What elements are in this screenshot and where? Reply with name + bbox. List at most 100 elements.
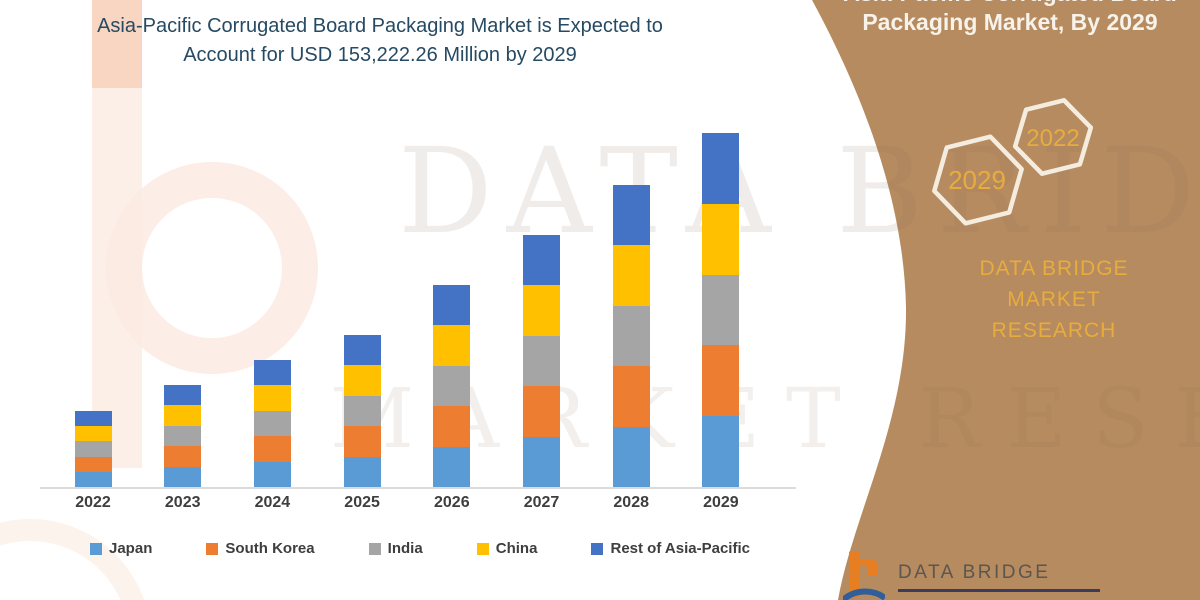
- segment-india: [702, 274, 740, 346]
- corner-arc: [0, 519, 145, 600]
- segment-india: [523, 335, 560, 387]
- x-axis-label-2025: 2025: [344, 494, 380, 511]
- segment-south-korea: [433, 406, 471, 447]
- footer-underline: [898, 589, 1100, 592]
- stacked-bar-2027: [523, 235, 560, 487]
- segment-japan: [343, 456, 381, 487]
- legend-item-japan: Japan: [90, 540, 152, 557]
- x-axis-label-2023: 2023: [164, 494, 201, 511]
- segment-china: [523, 285, 560, 336]
- legend-swatch-south-korea: [206, 542, 219, 555]
- segment-south-korea: [74, 456, 112, 472]
- footer-logo: DATA BRIDGE: [843, 551, 1100, 600]
- brand-text-line2: RESEARCH: [991, 319, 1117, 342]
- footer-brand-name: DATA BRIDGE: [898, 562, 1051, 583]
- right-heading-line1: Asia-Pacific Corrugated Board: [840, 0, 1180, 8]
- segment-china: [164, 405, 202, 426]
- x-axis-label-2028: 2028: [613, 494, 649, 511]
- stacked-bar-2023: [164, 385, 202, 487]
- legend-label: China: [495, 540, 538, 557]
- x-axis-label-2027: 2027: [523, 494, 560, 511]
- segment-japan: [253, 461, 291, 487]
- legend-item-china: China: [476, 540, 538, 557]
- hexagon-back-label: 2022: [1026, 125, 1079, 152]
- segment-south-korea: [343, 426, 381, 457]
- segment-south-korea: [523, 386, 560, 437]
- legend-item-rest-of-asia-pacific: Rest of Asia-Pacific: [591, 540, 750, 557]
- legend-item-south-korea: South Korea: [206, 540, 315, 557]
- logo-blue-swoosh: [843, 588, 885, 600]
- stacked-bar-2026: [433, 285, 471, 487]
- legend-swatch-india: [368, 542, 381, 555]
- segment-south-korea: [253, 436, 291, 462]
- stacked-bar-2025: [343, 335, 381, 487]
- segment-rest-of-asia-pacific: [253, 360, 291, 386]
- x-axis-line: [40, 487, 796, 489]
- segment-china: [343, 365, 381, 396]
- data-bridge-logo-icon: [843, 551, 885, 600]
- segment-rest-of-asia-pacific: [702, 133, 740, 204]
- x-axis-label-2022: 2022: [75, 494, 111, 511]
- x-axis-label-2026: 2026: [434, 494, 470, 511]
- segment-india: [74, 441, 112, 457]
- segment-china: [74, 426, 112, 442]
- segment-japan: [164, 466, 202, 487]
- page-title-line1: Asia-Pacific Corrugated Board Packaging …: [97, 15, 663, 37]
- segment-india: [253, 410, 291, 437]
- segment-india: [164, 425, 202, 447]
- segment-india: [612, 305, 650, 367]
- brand-text-line1: DATA BRIDGE MARKET: [979, 257, 1129, 311]
- chart-legend: Japan South Korea India China Rest of As…: [90, 540, 750, 557]
- legend-label: India: [387, 540, 423, 557]
- legend-item-india: India: [368, 540, 423, 557]
- legend-swatch-china: [476, 542, 489, 555]
- segment-rest-of-asia-pacific: [612, 185, 650, 246]
- segment-japan: [523, 436, 560, 487]
- segment-south-korea: [164, 446, 202, 467]
- segment-rest-of-asia-pacific: [164, 385, 202, 406]
- segment-rest-of-asia-pacific: [343, 335, 381, 366]
- segment-china: [612, 245, 650, 306]
- legend-label: Japan: [109, 540, 153, 557]
- x-axis-label-2029: 2029: [703, 494, 739, 511]
- right-heading-line2: Packaging Market, By 2029: [862, 9, 1158, 35]
- legend-label: South Korea: [225, 540, 315, 557]
- segment-rest-of-asia-pacific: [433, 285, 471, 326]
- legend-label: Rest of Asia-Pacific: [610, 540, 750, 557]
- segment-japan: [702, 416, 740, 487]
- stacked-bar-2024: [253, 360, 291, 487]
- logo-b-hook: [859, 559, 877, 576]
- segment-japan: [433, 446, 471, 487]
- segment-india: [433, 365, 471, 407]
- segment-south-korea: [702, 345, 740, 417]
- segment-china: [253, 385, 291, 411]
- segment-rest-of-asia-pacific: [74, 411, 112, 427]
- hexagon-front-outline: [932, 134, 1024, 226]
- brand-text: DATA BRIDGE MARKET RESEARCH: [930, 253, 1178, 346]
- stacked-bar-2029: [702, 133, 740, 487]
- page-title-line2: Account for USD 153,222.26 Million by 20…: [183, 44, 577, 66]
- segment-japan: [74, 471, 112, 487]
- hexagon-back-outline: [1012, 98, 1094, 176]
- logo-b-stem: [849, 551, 859, 597]
- segment-china: [702, 203, 740, 275]
- segment-japan: [612, 426, 650, 487]
- right-panel-heading: Asia-Pacific Corrugated Board Packaging …: [840, 0, 1180, 37]
- footer-text: DATA BRIDGE: [898, 551, 1100, 592]
- page-title: Asia-Pacific Corrugated Board Packaging …: [45, 12, 715, 70]
- segment-china: [433, 325, 471, 366]
- stacked-bar-2022: [74, 411, 112, 487]
- x-axis-label-2024: 2024: [254, 494, 291, 511]
- brown-band-shape: [812, 0, 1200, 600]
- stacked-bar-2028: [612, 185, 650, 487]
- segment-india: [343, 395, 381, 427]
- segment-south-korea: [612, 366, 650, 427]
- legend-swatch-japan: [90, 542, 102, 555]
- legend-swatch-rest-of-asia-pacific: [591, 542, 604, 555]
- b-stem-top-accent: [92, 0, 142, 88]
